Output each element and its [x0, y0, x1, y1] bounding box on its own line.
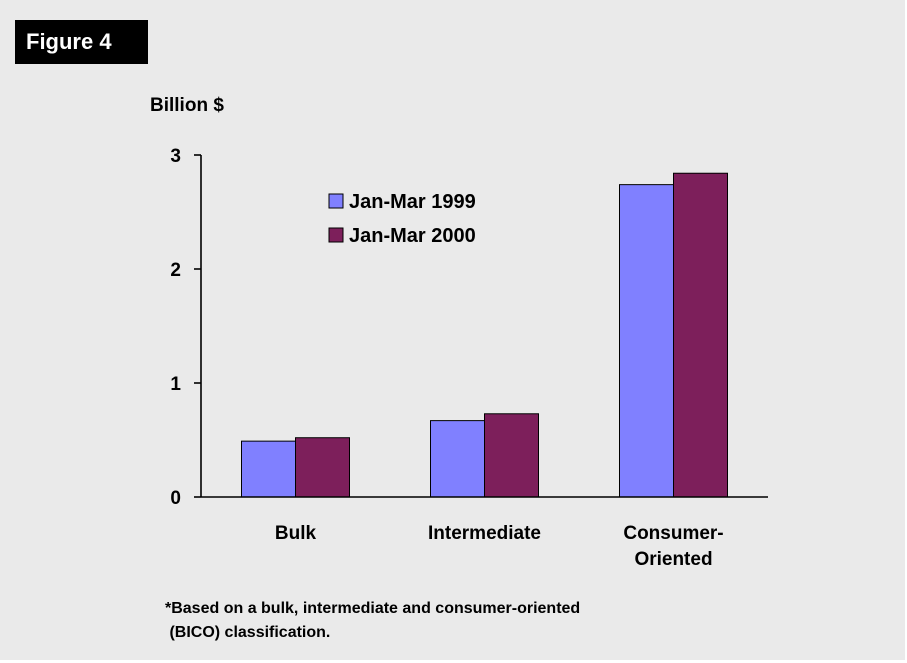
figure-label: Figure 4: [15, 20, 148, 64]
footnote-line-1: *Based on a bulk, intermediate and consu…: [165, 600, 581, 617]
bar-1999-0: [241, 440, 296, 498]
footnote: *Based on a bulk, intermediate and consu…: [165, 597, 580, 645]
legend-label-2000: Jan-Mar 2000: [349, 225, 476, 247]
bar-2000-1: [484, 413, 539, 498]
y-tick-label: 3: [170, 146, 181, 167]
legend-label-1999: Jan-Mar 1999: [349, 191, 476, 213]
category-labels-group: Bulk Intermediate Consumer- Oriented: [275, 523, 724, 570]
legend-swatch-2000: [328, 227, 344, 243]
x-category-label: Intermediate: [428, 523, 541, 544]
x-category-label: Bulk: [275, 523, 317, 544]
y-tick-label: 1: [170, 374, 181, 395]
footnote-line-2: (BICO) classification.: [165, 624, 331, 641]
bar-2000-0: [295, 437, 350, 498]
bar-1999-2: [619, 184, 674, 498]
y-ticks-group: 0 1 2 3: [170, 146, 201, 509]
bar-2000-2: [673, 172, 728, 498]
legend: Jan-Mar 1999 Jan-Mar 2000: [328, 191, 476, 247]
x-category-label: Consumer-: [623, 523, 723, 544]
legend-swatch-1999: [328, 193, 344, 209]
bar-1999-1: [430, 420, 485, 498]
y-tick-label: 2: [170, 260, 181, 281]
y-tick-label: 0: [170, 488, 181, 509]
y-axis-title: Billion $: [150, 95, 224, 116]
x-category-label: Oriented: [634, 549, 712, 570]
axes-group: [200, 155, 768, 498]
bars-group: [241, 172, 728, 498]
